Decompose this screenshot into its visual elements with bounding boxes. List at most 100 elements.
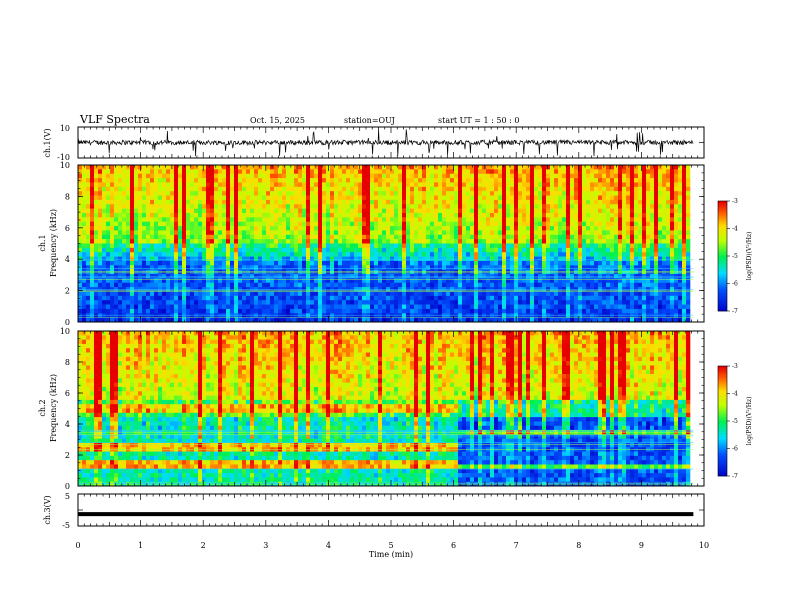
spectrogram-cell (338, 282, 343, 288)
spectrogram-cell (230, 182, 235, 188)
spectrogram-cell (162, 169, 167, 175)
spectrogram-cell (290, 243, 295, 249)
spectrogram-cell (118, 234, 123, 240)
spectrogram-cell (566, 295, 571, 301)
spectrogram-cell (454, 212, 459, 218)
spectrogram-cell (310, 173, 315, 179)
spectrogram-cell (106, 295, 111, 301)
spectrogram-cell (162, 291, 167, 297)
spectrogram-cell (94, 295, 99, 301)
spectrogram-cell (370, 282, 375, 288)
spectrogram-cell (86, 300, 91, 305)
spectrogram-cell (254, 204, 259, 209)
spectrogram-cell (542, 282, 547, 288)
spectrogram-cell (446, 278, 451, 284)
spectrogram-cell (198, 195, 203, 201)
spectrogram-cell (434, 291, 439, 297)
spectrogram-cell (422, 308, 427, 314)
spectrogram-cell (386, 313, 391, 318)
spectrogram-cell (86, 278, 91, 284)
spectrogram-cell (334, 226, 339, 231)
spectrogram-cell (370, 247, 375, 253)
spectrogram-cell (478, 217, 483, 222)
spectrogram-cell (330, 234, 335, 240)
spectrogram-cell (462, 265, 467, 270)
spectrogram-cell (598, 212, 603, 218)
spectrogram-cell (550, 317, 555, 323)
spectrogram-cell (314, 291, 319, 297)
spectrogram-cell (254, 226, 259, 231)
spectrogram-cell (398, 212, 403, 218)
spectrogram-cell (234, 165, 239, 170)
spectrogram-cell (294, 191, 299, 196)
spectrogram-cell (370, 186, 375, 192)
spectrogram-cell (234, 226, 239, 231)
spectrogram-cell (566, 182, 571, 188)
spectrogram-cell (582, 278, 587, 284)
spectrogram-cell (90, 230, 95, 236)
spectrogram-cell (426, 199, 431, 205)
spectrogram-cell (158, 169, 163, 175)
spectrogram-cell (406, 169, 411, 175)
spectrogram-cell (122, 260, 127, 266)
spectrogram-cell (286, 182, 291, 188)
spectrogram-cell (546, 186, 551, 192)
spectrogram-cell (206, 191, 211, 196)
spectrogram-cell (358, 291, 363, 297)
spectrogram-cell (530, 221, 535, 227)
spectrogram-cell (566, 199, 571, 205)
spectrogram-cell (194, 165, 199, 170)
spectrogram-cell (358, 221, 363, 227)
spectrogram-cell (446, 260, 451, 266)
spectrogram-cell (422, 178, 427, 183)
spectrogram-cell (134, 278, 139, 284)
spectrogram-cell (434, 243, 439, 249)
spectrogram-cell (266, 217, 271, 222)
spectrogram-cell (594, 165, 599, 170)
spectrogram-cell (374, 265, 379, 270)
spectrogram-cell (350, 226, 355, 231)
spectrogram-cell (146, 204, 151, 209)
spectrogram-cell (246, 173, 251, 179)
spectrogram-cell (530, 278, 535, 284)
spectrogram-cell (110, 182, 115, 188)
spectrogram-cell (334, 173, 339, 179)
spectrogram-cell (134, 165, 139, 170)
spectrogram-cell (186, 199, 191, 205)
spectrogram-cell (386, 208, 391, 214)
spectrogram-cell (394, 291, 399, 297)
spectrogram-cell (502, 204, 507, 209)
spectrogram-cell (550, 252, 555, 257)
spectrogram-cell (254, 295, 259, 301)
spectrogram-cell (198, 247, 203, 253)
spectrogram-cell (166, 208, 171, 214)
spectrogram-cell (562, 282, 567, 288)
spectrogram-cell (134, 265, 139, 270)
spectrogram-cell (418, 300, 423, 305)
spectrogram-cell (422, 265, 427, 270)
spectrogram-cell (574, 278, 579, 284)
spectrogram-cell (454, 291, 459, 297)
spectrogram-cell (326, 256, 331, 262)
spectrogram-cell (358, 300, 363, 305)
spectrogram-cell (242, 173, 247, 179)
spectrogram-cell (458, 291, 463, 297)
spectrogram-cell (606, 239, 611, 244)
spectrogram-cell (186, 260, 191, 266)
spectrogram-cell (78, 212, 83, 218)
spectrogram-cell (586, 199, 591, 205)
start-ut-label: start UT = 1 : 50 : 0 (438, 116, 519, 125)
spectrogram-cell (562, 256, 567, 262)
spectrogram-cell (446, 191, 451, 196)
spectrogram-cell (542, 191, 547, 196)
spectrogram-cell (534, 182, 539, 188)
spectrogram-cell (606, 230, 611, 236)
spectrogram-cell (294, 195, 299, 201)
spectrogram-cell (590, 282, 595, 288)
spectrogram-cell (138, 217, 143, 222)
spectrogram-cell (474, 256, 479, 262)
spectrogram-cell (326, 304, 331, 310)
spectrogram-cell (354, 308, 359, 314)
spectrogram-cell (554, 239, 559, 244)
spectrogram-cell (578, 178, 583, 183)
